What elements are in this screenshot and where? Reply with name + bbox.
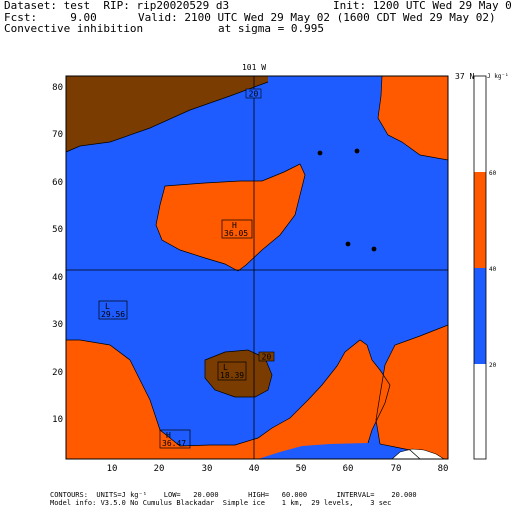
station-dot <box>345 241 351 247</box>
low-letter: L <box>105 302 110 311</box>
colorbar-blue-segment <box>474 268 486 364</box>
colorbar-tick-label: 60 <box>489 170 497 177</box>
contour-fill-layer <box>66 76 448 460</box>
model-info: Model info: V3.5.0 No Cumulus Blackadar … <box>50 499 392 507</box>
parallel-label: 37 N <box>455 72 474 81</box>
low-marker: L 29.56 <box>98 300 128 320</box>
low-letter: L <box>223 363 228 372</box>
dataset-label: Dataset: test RIP: rip20020529 d3 <box>4 0 230 12</box>
colorbar-frame <box>473 75 487 460</box>
map-frame <box>65 75 449 460</box>
orange-region-center <box>156 164 305 271</box>
contours-info: CONTOURS: UNITS=J kg⁻¹ LOW= 20.000 HIGH=… <box>50 491 417 499</box>
contour-line <box>375 324 449 460</box>
colorbar: J kg⁻¹ 60 40 20 <box>473 73 509 460</box>
y-tick-label: 70 <box>52 130 63 140</box>
contour-line <box>155 163 306 272</box>
station-dot <box>317 150 323 156</box>
contour-label: 20 <box>249 90 259 99</box>
meridian-label: 101 W <box>242 63 266 72</box>
contour-label: 20 <box>262 353 272 362</box>
high-letter: H <box>166 431 171 440</box>
contour-line <box>204 349 273 398</box>
y-tick-label: 60 <box>52 178 63 188</box>
x-tick-label: 70 <box>391 464 402 474</box>
y-tick-label: 40 <box>52 273 63 283</box>
valid-time-label: Valid: 2100 UTC Wed 29 May 02 (1600 CDT … <box>138 11 496 24</box>
station-dot <box>354 148 360 154</box>
y-tick-label: 80 <box>52 83 63 93</box>
contour-line <box>66 339 391 447</box>
y-tick-labels: 10 20 30 40 50 60 70 80 <box>52 83 63 425</box>
y-tick-label: 10 <box>52 415 63 425</box>
low-marker: L 18.39 <box>217 361 247 381</box>
level-label: at sigma = 0.995 <box>218 22 324 35</box>
colorbar-tick-label: 20 <box>489 362 497 369</box>
colorbar-tick-label: 40 <box>489 266 497 273</box>
colorbar-lower-white-segment <box>474 364 486 459</box>
contour-line <box>65 81 269 153</box>
orange-region-sw <box>66 340 390 459</box>
colorbar-orange-segment <box>474 172 486 268</box>
high-value: 36.05 <box>224 229 248 238</box>
high-marker: H 36.05 <box>221 219 253 239</box>
x-tick-labels: 10 20 30 40 50 60 70 80 <box>107 464 449 474</box>
contour-label-box: 20 <box>245 88 262 99</box>
colorbar-white-segment <box>474 76 486 172</box>
x-tick-label: 80 <box>438 464 449 474</box>
contour-label-box: 20 <box>258 351 275 362</box>
y-tick-label: 30 <box>52 320 63 330</box>
x-tick-label: 20 <box>154 464 165 474</box>
low-value: 18.39 <box>220 371 244 380</box>
high-letter: H <box>232 221 237 230</box>
x-tick-label: 10 <box>107 464 118 474</box>
contour-line <box>377 75 449 161</box>
low-value: 29.56 <box>101 310 125 319</box>
orange-region-ne <box>378 76 448 160</box>
contour-lines <box>65 75 449 460</box>
station-dot <box>371 246 377 252</box>
colorbar-unit-label: J kg⁻¹ <box>487 73 509 80</box>
high-value: 36.47 <box>162 439 186 448</box>
x-tick-label: 30 <box>202 464 213 474</box>
x-tick-label: 50 <box>296 464 307 474</box>
y-tick-label: 50 <box>52 225 63 235</box>
brown-region-nw <box>66 76 268 152</box>
forecast-hour-label: Fcst: 9.00 <box>4 11 97 24</box>
field-name-label: Convective inhibition <box>4 22 144 35</box>
orange-region-se <box>376 325 448 459</box>
x-tick-label: 60 <box>343 464 354 474</box>
high-marker: H 36.47 <box>159 429 191 449</box>
x-tick-label: 40 <box>249 464 260 474</box>
init-time-label: Init: 1200 UTC Wed 29 May 02 <box>333 0 512 12</box>
y-tick-label: 20 <box>52 368 63 378</box>
